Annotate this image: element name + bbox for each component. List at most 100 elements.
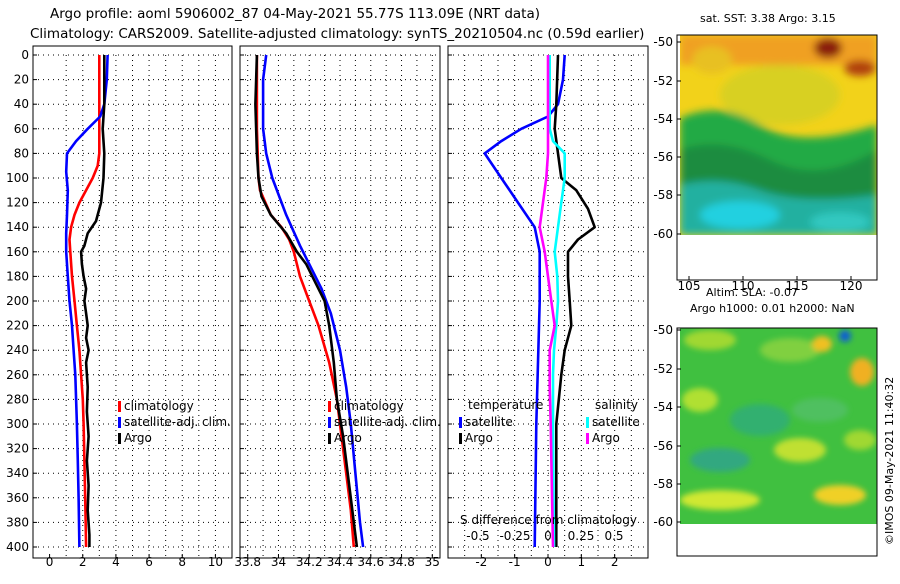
legend-title-salinity: salinity — [595, 398, 638, 412]
sst-map-title: sat. SST: 3.38 Argo: 3.15 — [700, 12, 836, 25]
sla-map: Altim. SLA: -0.07 Argo h1000: 0.01 h2000… — [653, 286, 878, 557]
legend-label: Argo — [334, 431, 362, 445]
sla-y-tick-label: -58 — [653, 477, 673, 491]
figure-title-line1: Argo profile: aoml 5906002_87 04-May-202… — [50, 6, 540, 22]
legend-label: climatology — [334, 399, 404, 413]
legend-swatch — [586, 433, 589, 444]
y-tick-label: 360 — [6, 491, 29, 505]
y-tick-label: 380 — [6, 515, 29, 529]
y-tick-label: 180 — [6, 269, 29, 283]
y-tick-label: 140 — [6, 220, 29, 234]
series-line-argo — [254, 54, 359, 548]
x-tick-label: 0 — [544, 555, 552, 569]
sst-y-tick-label: -52 — [653, 74, 673, 88]
x-tick-label: 2 — [79, 555, 87, 569]
y-tick-label: 40 — [14, 97, 29, 111]
sla-y-tick-label: -54 — [653, 400, 673, 414]
legend-swatch — [118, 433, 121, 444]
s-tick-label: 0 — [544, 529, 552, 543]
legend-swatch — [328, 401, 331, 412]
sla-y-tick-label: -52 — [653, 362, 673, 376]
series-line-argo — [79, 55, 106, 547]
sst-map: sat. SST: 3.38 Argo: 3.15 105 110 115 120 -5… — [653, 12, 878, 293]
x-tick-label: 0 — [46, 555, 54, 569]
figure-title-line2: Climatology: CARS2009. Satellite-adjuste… — [30, 26, 644, 42]
y-tick-label: 400 — [6, 540, 29, 554]
x-tick-label: 10 — [208, 555, 223, 569]
x-tick-label: 33.8 — [234, 555, 261, 569]
sla-map-axis: -50 -52 -54 -56 -58 -60 — [653, 323, 681, 529]
sst-x-tick-label: 115 — [786, 279, 809, 293]
y-tick-label: 260 — [6, 368, 29, 382]
legend-swatch — [328, 433, 331, 444]
x-tick-label: 34.4 — [327, 555, 354, 569]
sla-map-title-line2: Argo h1000: 0.01 h2000: NaN — [690, 302, 855, 315]
series-line-t-satellite — [483, 54, 566, 548]
y-tick-label: 200 — [6, 294, 29, 308]
sst-y-tick-label: -60 — [653, 227, 673, 241]
salinity-panel: 33.8 34 34.2 34.4 34.6 34.8 35 climatology satel… — [234, 54, 441, 569]
x-tick-label: 34.2 — [296, 555, 323, 569]
legend-label: climatology — [124, 399, 194, 413]
legend-swatch — [118, 401, 121, 412]
x-tick-label: 34.6 — [357, 555, 384, 569]
panel-frame — [239, 45, 441, 559]
legend-title-temperature: temperature — [468, 398, 543, 412]
s-tick-label: 0.5 — [604, 529, 623, 543]
sla-y-tick-label: -56 — [653, 439, 673, 453]
y-tick-label: 20 — [14, 73, 29, 87]
x-tick-label: 4 — [112, 555, 120, 569]
series-line-satellite-adj-clim- — [64, 54, 109, 548]
y-tick-label: 240 — [6, 343, 29, 357]
y-tick-label: 60 — [14, 122, 29, 136]
y-tick-label: 0 — [21, 48, 29, 62]
sla-y-tick-label: -50 — [653, 323, 673, 337]
legend-swatch — [118, 417, 121, 428]
y-tick-label: 220 — [6, 319, 29, 333]
sst-y-tick-label: -56 — [653, 150, 673, 164]
legend-label: satellite-adj. clim. — [334, 415, 441, 429]
s-tick-label: 0.25 — [568, 529, 595, 543]
x-tick-label: 6 — [145, 555, 153, 569]
legend-label: Argo — [592, 431, 620, 445]
x-tick-label: -2 — [475, 555, 487, 569]
legend-swatch — [459, 433, 462, 444]
s-tick-label: -0.25 — [499, 529, 530, 543]
legend-swatch — [328, 417, 331, 428]
x-tick-label: 34 — [271, 555, 286, 569]
sst-y-tick-label: -58 — [653, 188, 673, 202]
sst-map-axis: 105 110 115 120 -50 -52 -54 -56 -58 -60 — [653, 35, 862, 293]
temperature-panel: 0 2 4 6 8 10020406080100120140160180200220240… — [6, 48, 232, 569]
series-line-s-argo — [538, 55, 557, 548]
sla-y-tick-label: -60 — [653, 515, 673, 529]
series-line-s-satellite — [548, 55, 567, 548]
y-tick-label: 160 — [6, 245, 29, 259]
x-tick-label: -1 — [509, 555, 521, 569]
s-tick-label: -0.5 — [466, 529, 489, 543]
sst-y-tick-label: -50 — [653, 35, 673, 49]
panel-frame — [32, 45, 233, 559]
sla-map-title-line1: Altim. SLA: -0.07 — [706, 286, 798, 299]
y-tick-label: 120 — [6, 196, 29, 210]
s-axis-label: S difference from climatology — [460, 513, 637, 527]
x-tick-label: 8 — [178, 555, 186, 569]
y-tick-label: 320 — [6, 442, 29, 456]
legend-label: satellite-adj. clim. — [124, 415, 231, 429]
sst-x-tick-label: 105 — [678, 279, 701, 293]
credit-text: ©IMOS 09-May-2021 11:40:32 — [883, 377, 896, 545]
difference-panel: -2 -1 0 1 2 temperature salinity satellite Argo s… — [448, 54, 648, 569]
y-tick-label: 80 — [14, 146, 29, 160]
legend-label: satellite — [465, 415, 513, 429]
legend-label: satellite — [592, 415, 640, 429]
sst-y-tick-label: -54 — [653, 112, 673, 126]
sst-x-tick-label: 120 — [840, 279, 863, 293]
legend-swatch — [459, 417, 462, 428]
x-tick-label: 34.8 — [388, 555, 415, 569]
y-tick-label: 100 — [6, 171, 29, 185]
sst-x-tick-label: 110 — [732, 279, 755, 293]
y-tick-label: 340 — [6, 466, 29, 480]
y-tick-label: 300 — [6, 417, 29, 431]
x-tick-label: 2 — [611, 555, 619, 569]
